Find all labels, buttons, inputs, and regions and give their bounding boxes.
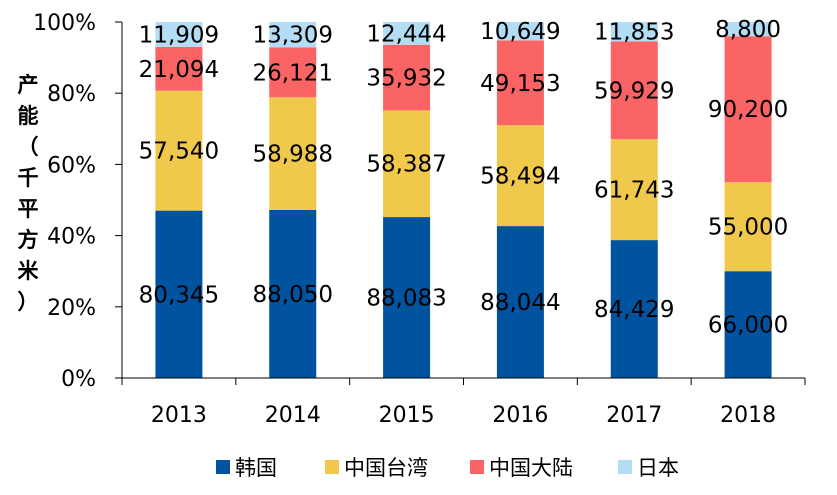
bar-segment [383,110,431,218]
bar-segment [496,226,544,378]
x-tick-label: 2015 [379,403,435,428]
legend-label: 日本 [637,456,679,480]
legend-label: 中国台湾 [344,456,428,480]
data-label: 90,200 [708,97,788,123]
bar-segment [724,271,772,378]
bar-segment [155,22,203,47]
legend-swatch [325,460,339,474]
data-label: 11,853 [594,20,674,46]
data-label: 26,121 [253,60,333,86]
data-label: 58,988 [253,142,333,168]
bar-segment [383,22,431,45]
data-label: 58,494 [480,164,560,190]
data-label: 88,044 [480,290,560,316]
data-label: 55,000 [708,215,788,241]
legend-swatch [216,460,230,474]
bar-segment [496,22,544,41]
y-tick-label: 60% [47,153,96,178]
data-label: 49,153 [480,71,560,97]
y-tick-label: 20% [47,296,96,321]
data-label: 8,800 [715,17,781,43]
y-tick-label: 0% [61,367,96,392]
x-axis: 2013 2014 2015 2016 2017 2018 [121,377,806,428]
data-label: 88,050 [253,282,333,308]
bar-segment [383,217,431,378]
bar-segment [610,22,658,42]
bar-segment [155,90,203,211]
bar-segment [496,125,544,227]
x-tick-label: 2014 [265,403,321,428]
y-axis-title-text: 产能（千平方米） [18,73,40,314]
data-label: 59,929 [594,78,674,104]
x-tick-label: 2017 [606,403,662,428]
bar-segment [155,210,203,378]
bar-segment [724,36,772,183]
y-tick-label: 100% [33,11,96,36]
data-label: 35,932 [366,66,446,92]
x-tick-label: 2016 [492,403,548,428]
y-axis-title: 产能（千平方米） [18,73,40,314]
bar-segment [269,97,317,210]
legend-swatch [618,460,632,474]
data-label: 88,083 [366,286,446,312]
x-tick-label: 2018 [720,403,776,428]
data-label: 57,540 [139,139,219,165]
bar-segment [383,44,431,111]
data-label: 61,743 [594,178,674,204]
data-label: 80,345 [139,282,219,308]
data-label: 11,909 [139,22,219,48]
bar-segment [155,46,203,91]
bar-segment [724,22,772,37]
bar-segment [269,209,317,378]
data-label: 13,309 [253,23,333,49]
legend: 韩国 中国台湾 中国大陆 日本 [216,456,679,480]
bars: 80,345 57,540 21,094 11,909 88,050 58,988 26,1… [139,17,788,378]
legend-item: 中国台湾 [325,456,428,480]
legend-item: 中国大陆 [470,456,573,480]
data-label: 10,649 [480,19,560,45]
bar-segment [496,40,544,126]
bar-segment [269,47,317,98]
bar-segment [724,182,772,272]
y-tick-label: 40% [47,225,96,250]
legend-item: 日本 [618,456,679,480]
bar-segment [610,139,658,241]
bar-segment [610,41,658,140]
data-label: 12,444 [366,21,446,47]
x-tick-label: 2013 [151,403,207,428]
data-label: 84,429 [594,297,674,323]
bar-segment [269,22,317,48]
data-label: 66,000 [708,313,788,339]
legend-label: 中国大陆 [489,456,573,480]
data-label: 21,094 [139,57,219,83]
data-label: 58,387 [366,152,446,178]
legend-swatch [470,460,484,474]
y-axis: 0% 20% 40% 60% 80% 100% [33,11,123,392]
legend-label: 韩国 [235,456,277,480]
y-tick-label: 80% [47,82,96,107]
bar-segment [610,240,658,378]
legend-item: 韩国 [216,456,277,480]
